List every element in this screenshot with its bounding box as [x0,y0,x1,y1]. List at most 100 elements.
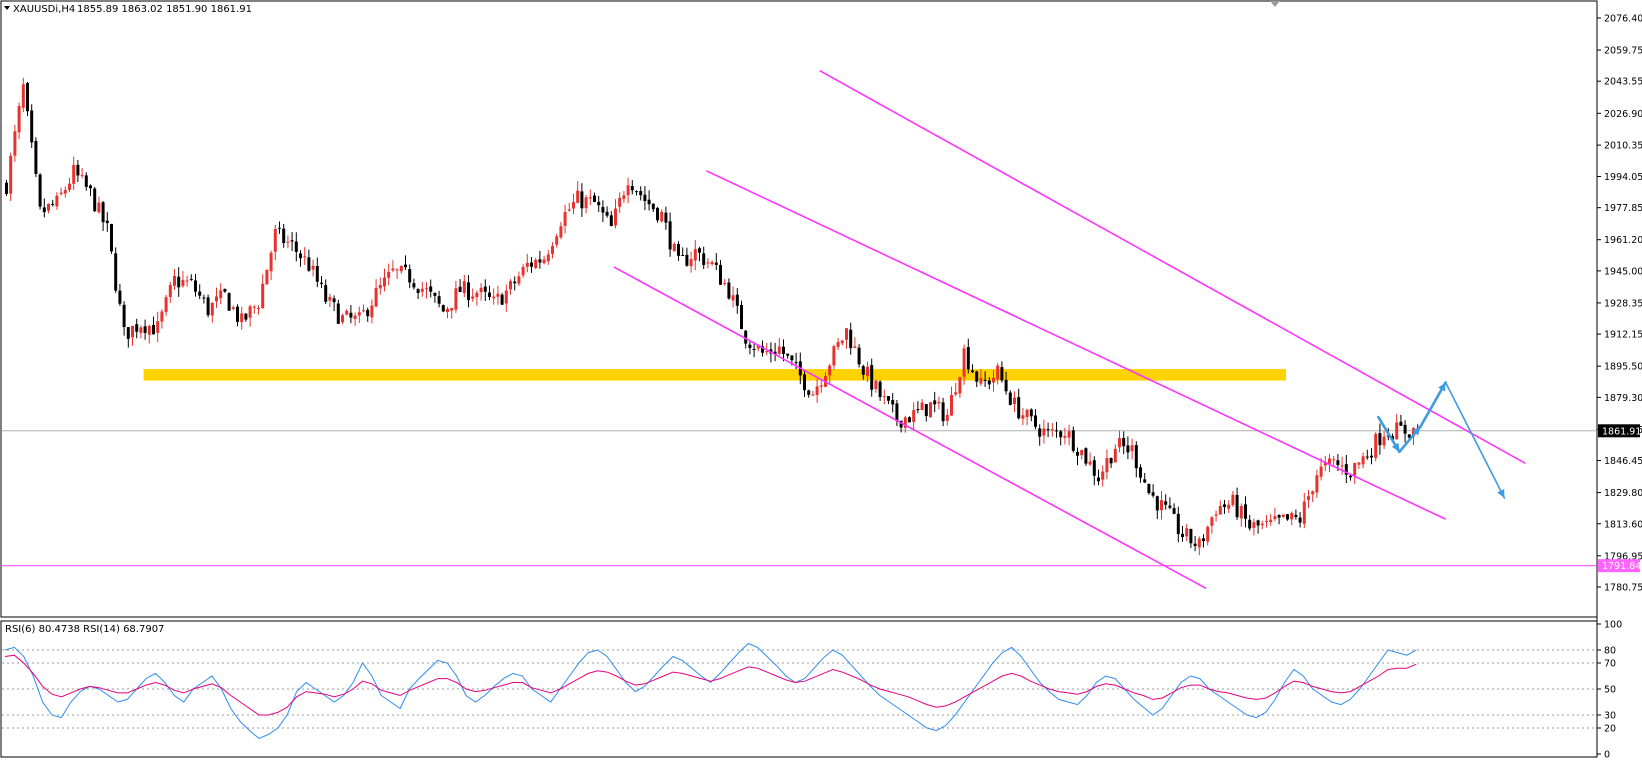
candle-bear [899,420,903,428]
candle-bull [618,197,622,207]
candle-bull [979,378,983,384]
main-plot-frame [0,0,1598,618]
projection-segment [1419,381,1447,429]
candle-bear [891,400,895,405]
candle-bear [152,325,155,335]
candle-bear [110,223,113,252]
candle-bear [26,83,29,112]
candle-bear [236,306,239,322]
candle-bear [1055,430,1058,432]
candle-bear [1176,513,1180,534]
candle-bear [735,294,739,306]
candle-bear [677,243,680,256]
candle-bear [1126,445,1130,453]
candle-bull [626,185,630,196]
candle-bear [635,191,638,193]
candle-bear [1349,475,1352,478]
candle-bull [1265,520,1268,522]
candle-bear [101,202,105,223]
candle-bull [139,327,143,333]
candle-bear [1134,445,1138,469]
candle-bear [1168,505,1172,508]
candle-bull [1130,445,1134,452]
candle-bear [1298,517,1302,523]
candle-bull [723,283,727,285]
candle-bear [924,404,928,417]
candle-bull [164,297,168,312]
candle-bull [231,307,235,310]
candle-bear [299,253,302,259]
candle-bear [1046,429,1050,431]
candle-bear [1365,456,1369,458]
candle-bear [870,365,874,390]
candle-bull [954,392,958,395]
candle-bear [1344,464,1348,475]
support-zone-band [143,369,1287,381]
triangle-down-icon[interactable] [4,6,10,10]
low-level-tag-bg [1598,559,1640,573]
candle-bull [765,351,769,353]
scroll-marker-icon[interactable] [1270,1,1280,7]
low-level-tag-text: 1791.84 [1602,561,1641,572]
candle-bull [160,311,164,322]
candle-bear [786,353,790,356]
candle-bull [1080,449,1084,456]
candle-bull [454,288,458,310]
candle-bull [1239,506,1243,519]
candle-bull [614,208,617,226]
candle-bear [34,140,38,174]
candle-bull [1315,475,1319,493]
candle-bear [744,330,748,344]
candle-bull [1357,462,1361,465]
price-tick-label: 2043.55 [1604,77,1642,88]
candle-bull [811,394,815,396]
candle-bear [30,110,34,143]
candle-bull [1013,397,1016,404]
candle-bear [1076,451,1079,456]
candle-bear [1092,460,1096,476]
candle-bear [488,292,491,298]
candle-bear [1223,504,1226,507]
candle-bear [1004,379,1008,392]
candle-bear [987,380,991,385]
candles-layer [5,77,1420,556]
price-tick-label: 1813.60 [1604,519,1642,530]
price-tick-label: 1912.15 [1604,330,1642,341]
candle-bull [920,402,924,411]
candle-bear [433,292,437,296]
candle-bull [1374,433,1378,458]
candle-bull [185,280,189,282]
candle-bear [500,294,504,305]
candle-bull [215,296,218,302]
candle-bull [567,209,571,211]
candle-bull [622,195,626,199]
price-tick-label: 1780.75 [1604,583,1642,594]
candle-bear [416,289,420,293]
candle-bull [937,401,941,404]
price-tick-label: 1829.80 [1604,488,1642,499]
current-price-tag-bg [1598,424,1640,438]
candle-bear [1399,421,1403,426]
price-tick-label: 2026.90 [1604,109,1642,120]
candle-bear [601,207,605,213]
candle-bear [803,374,806,391]
candle-bull [496,293,500,297]
candle-bear [887,396,890,401]
candle-bull [1218,505,1222,515]
rsi-tick-label: 30 [1604,711,1616,722]
candle-bear [198,291,202,296]
candle-bull [181,279,185,286]
candle-bull [80,174,84,176]
candle-bull [504,290,508,304]
low-level-tag: 1791.84 [1598,559,1641,573]
rsi-tick-label: 100 [1604,620,1622,631]
rsi-tick-label: 50 [1604,685,1616,696]
candle-bull [672,243,676,252]
candle-bear [1008,392,1012,405]
candle-bear [895,403,899,421]
candle-bull [68,183,71,190]
candle-bear [639,191,643,196]
candle-bull [996,365,1000,380]
